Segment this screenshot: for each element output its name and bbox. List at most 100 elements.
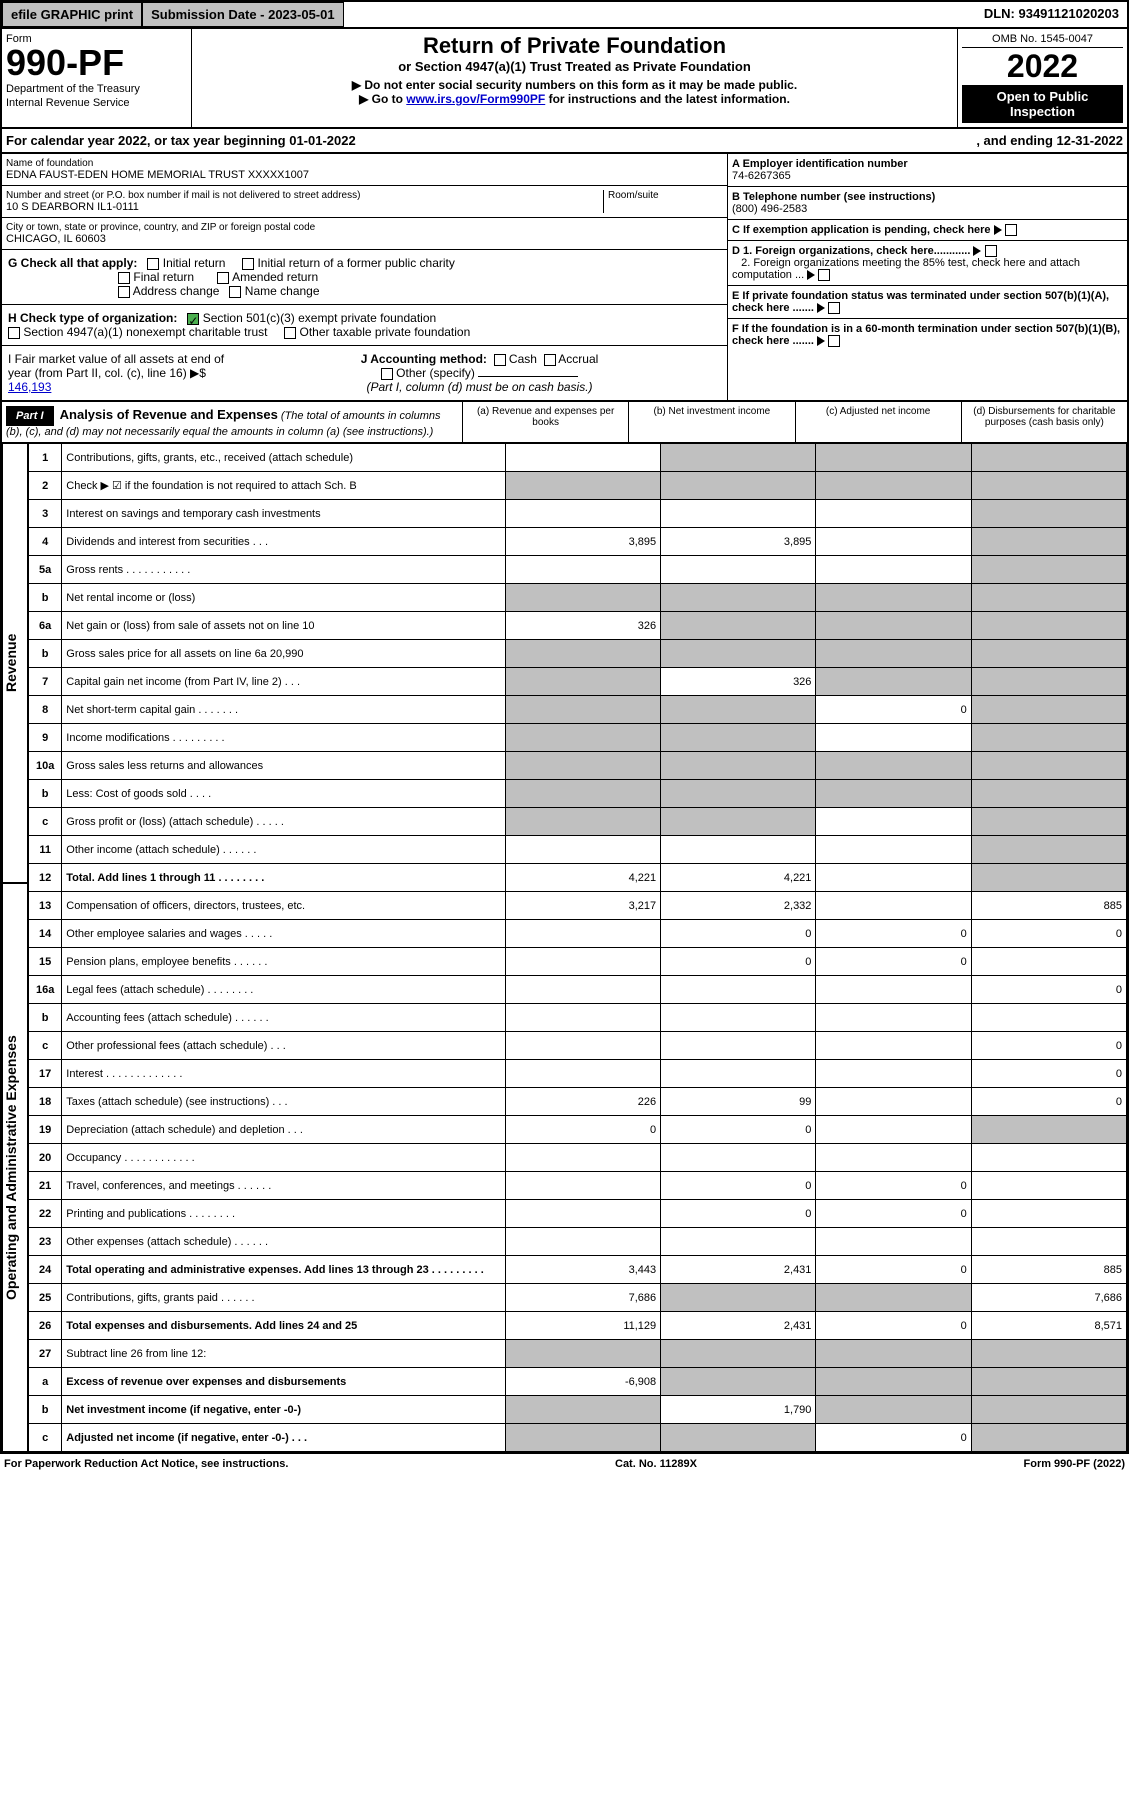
row-number: 14 <box>29 920 62 948</box>
goto-note: ▶ Go to www.irs.gov/Form990PF for instru… <box>196 92 953 106</box>
initial-former-checkbox[interactable] <box>242 258 254 270</box>
cell <box>505 1396 660 1424</box>
cell <box>816 444 971 472</box>
final-return-checkbox[interactable] <box>118 272 130 284</box>
d2-checkbox[interactable] <box>818 269 830 281</box>
e-checkbox[interactable] <box>828 302 840 314</box>
cash-checkbox[interactable] <box>494 354 506 366</box>
cell <box>971 1424 1126 1452</box>
row-desc: Interest on savings and temporary cash i… <box>62 500 506 528</box>
cell: 0 <box>661 1200 816 1228</box>
cell <box>971 1228 1126 1256</box>
cell: 1,790 <box>661 1396 816 1424</box>
city: CHICAGO, IL 60603 <box>6 233 723 245</box>
room-label: Room/suite <box>608 190 723 201</box>
table-row: 8Net short-term capital gain . . . . . .… <box>29 696 1127 724</box>
cell: 3,895 <box>505 528 660 556</box>
table-row: bNet investment income (if negative, ent… <box>29 1396 1127 1424</box>
row-desc: Total expenses and disbursements. Add li… <box>62 1312 506 1340</box>
row-desc: Legal fees (attach schedule) . . . . . .… <box>62 976 506 1004</box>
other-method-checkbox[interactable] <box>381 368 393 380</box>
cell <box>505 444 660 472</box>
row-number: 13 <box>29 892 62 920</box>
cell <box>505 948 660 976</box>
cell: 4,221 <box>505 864 660 892</box>
tax-year: 2022 <box>962 48 1123 85</box>
accrual-checkbox[interactable] <box>544 354 556 366</box>
cell: 3,217 <box>505 892 660 920</box>
ein-value: 74-6267365 <box>732 170 791 182</box>
501c3-checkbox[interactable]: ✓ <box>187 313 199 325</box>
cell <box>971 500 1126 528</box>
row-number: 11 <box>29 836 62 864</box>
cell <box>971 1144 1126 1172</box>
cell <box>505 780 660 808</box>
cell <box>661 556 816 584</box>
arrow-icon <box>817 336 825 346</box>
table-row: 16aLegal fees (attach schedule) . . . . … <box>29 976 1127 1004</box>
row-number: c <box>29 1032 62 1060</box>
cell <box>816 528 971 556</box>
arrow-icon <box>817 303 825 313</box>
cell <box>505 1424 660 1452</box>
cell <box>971 640 1126 668</box>
row-number: 27 <box>29 1340 62 1368</box>
cell: 0 <box>816 696 971 724</box>
table-row: 23Other expenses (attach schedule) . . .… <box>29 1228 1127 1256</box>
cell: -6,908 <box>505 1368 660 1396</box>
row-desc: Depreciation (attach schedule) and deple… <box>62 1116 506 1144</box>
cell <box>971 1200 1126 1228</box>
cell: 0 <box>661 948 816 976</box>
cell: 0 <box>971 976 1126 1004</box>
cell <box>661 752 816 780</box>
ein-label: A Employer identification number <box>732 158 908 170</box>
part1-title: Analysis of Revenue and Expenses <box>60 407 278 422</box>
row-desc: Contributions, gifts, grants paid . . . … <box>62 1284 506 1312</box>
form-title: Return of Private Foundation <box>196 33 953 59</box>
cell <box>816 1340 971 1368</box>
cell <box>505 752 660 780</box>
cell <box>971 752 1126 780</box>
j-note: (Part I, column (d) must be on cash basi… <box>366 380 592 394</box>
cell: 0 <box>816 1256 971 1284</box>
cell <box>661 1004 816 1032</box>
dln: DLN: 93491121020203 <box>976 2 1127 27</box>
row-number: b <box>29 1396 62 1424</box>
cell <box>971 1396 1126 1424</box>
c-checkbox[interactable] <box>1005 224 1017 236</box>
accrual-label: Accrual <box>558 352 598 366</box>
final-return-label: Final return <box>133 270 194 284</box>
cell <box>505 1144 660 1172</box>
row-desc: Adjusted net income (if negative, enter … <box>62 1424 506 1452</box>
expenses-side-label: Operating and Administrative Expenses <box>2 883 28 1452</box>
cell <box>816 1284 971 1312</box>
table-row: 19Depreciation (attach schedule) and dep… <box>29 1116 1127 1144</box>
cell <box>816 724 971 752</box>
foundation-name: EDNA FAUST-EDEN HOME MEMORIAL TRUST XXXX… <box>6 169 723 181</box>
cell: 0 <box>816 920 971 948</box>
amended-checkbox[interactable] <box>217 272 229 284</box>
other-taxable-checkbox[interactable] <box>284 327 296 339</box>
table-row: 1Contributions, gifts, grants, etc., rec… <box>29 444 1127 472</box>
fmv-value[interactable]: 146,193 <box>8 380 51 394</box>
row-number: b <box>29 780 62 808</box>
f-checkbox[interactable] <box>828 335 840 347</box>
form-number: 990-PF <box>6 45 187 81</box>
address-change-checkbox[interactable] <box>118 286 130 298</box>
revenue-side-label: Revenue <box>2 443 28 883</box>
omb-number: OMB No. 1545-0047 <box>962 33 1123 48</box>
irs-link[interactable]: www.irs.gov/Form990PF <box>406 92 545 106</box>
cell: 11,129 <box>505 1312 660 1340</box>
initial-return-checkbox[interactable] <box>147 258 159 270</box>
name-change-checkbox[interactable] <box>229 286 241 298</box>
efile-print-button[interactable]: efile GRAPHIC print <box>2 2 142 27</box>
4947-checkbox[interactable] <box>8 327 20 339</box>
row-desc: Other professional fees (attach schedule… <box>62 1032 506 1060</box>
table-row: 6aNet gain or (loss) from sale of assets… <box>29 612 1127 640</box>
table-row: 5aGross rents . . . . . . . . . . . <box>29 556 1127 584</box>
row-desc: Capital gain net income (from Part IV, l… <box>62 668 506 696</box>
cell <box>505 808 660 836</box>
cell <box>505 1032 660 1060</box>
cell <box>971 1368 1126 1396</box>
d1-checkbox[interactable] <box>985 245 997 257</box>
